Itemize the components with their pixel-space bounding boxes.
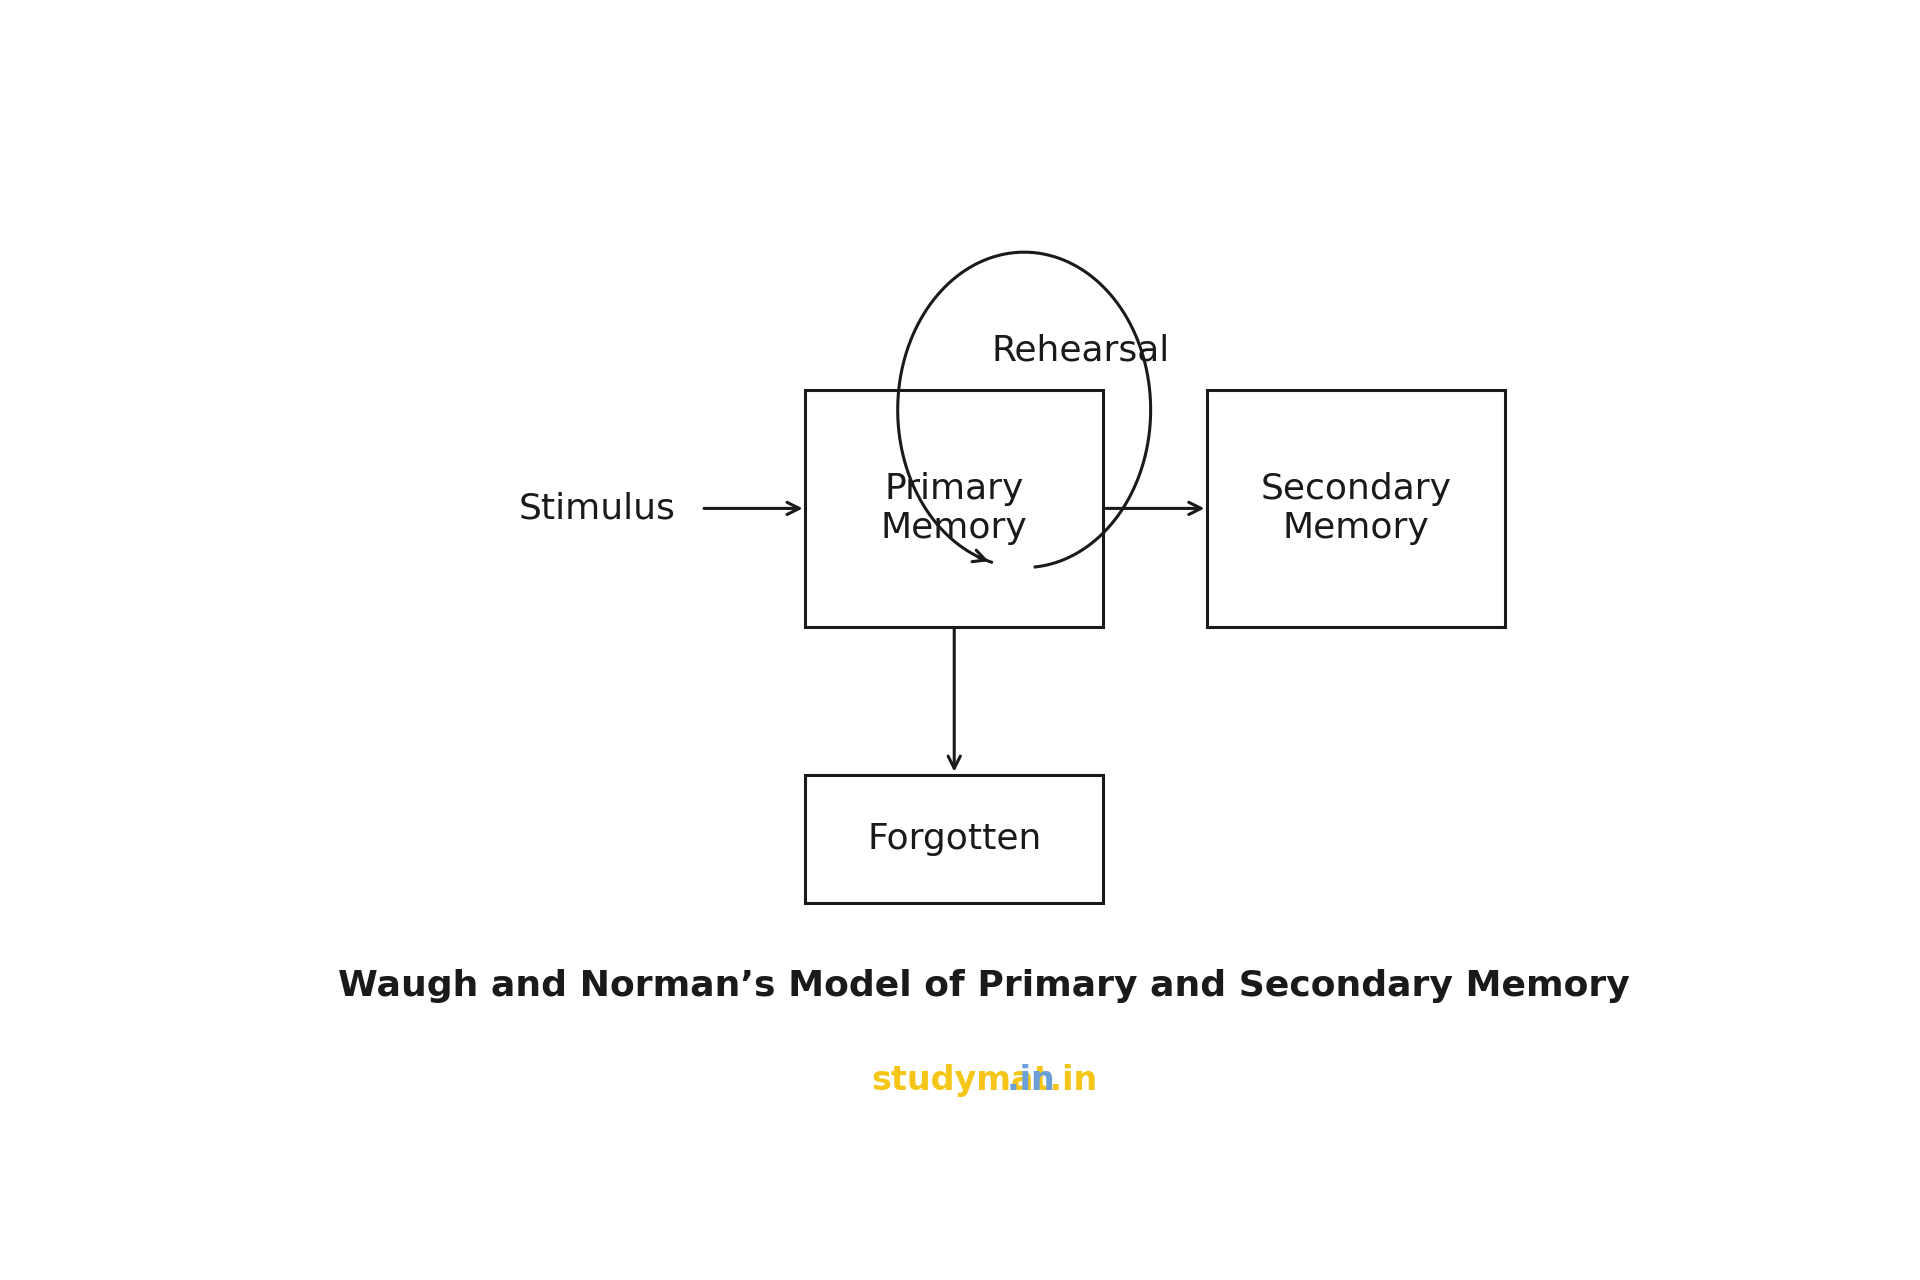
Text: Rehearsal: Rehearsal [991, 334, 1169, 367]
Text: .in: .in [914, 1064, 1054, 1097]
Text: Stimulus: Stimulus [518, 492, 676, 525]
Text: Secondary
Memory: Secondary Memory [1261, 472, 1452, 545]
Text: Waugh and Norman’s Model of Primary and Secondary Memory: Waugh and Norman’s Model of Primary and … [338, 969, 1630, 1004]
FancyBboxPatch shape [806, 390, 1102, 627]
Text: studymat.in: studymat.in [872, 1064, 1096, 1097]
Text: Forgotten: Forgotten [868, 822, 1041, 855]
Text: Primary
Memory: Primary Memory [881, 472, 1027, 545]
FancyBboxPatch shape [1208, 390, 1505, 627]
FancyBboxPatch shape [806, 774, 1102, 902]
